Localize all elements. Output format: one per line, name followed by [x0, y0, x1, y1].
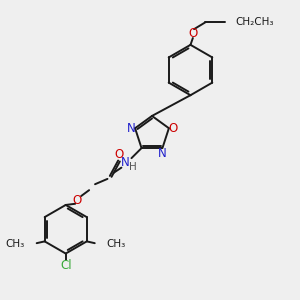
Text: N: N [158, 147, 167, 160]
Text: O: O [72, 194, 82, 207]
Text: CH₃: CH₃ [106, 239, 126, 249]
Text: H: H [129, 162, 136, 172]
Text: CH₂CH₃: CH₂CH₃ [236, 17, 274, 27]
Text: O: O [114, 148, 123, 161]
Text: N: N [127, 122, 135, 135]
Text: O: O [188, 27, 197, 40]
Text: O: O [168, 122, 178, 135]
Text: N: N [121, 156, 130, 170]
Text: Cl: Cl [60, 260, 71, 272]
Text: CH₃: CH₃ [6, 239, 25, 249]
